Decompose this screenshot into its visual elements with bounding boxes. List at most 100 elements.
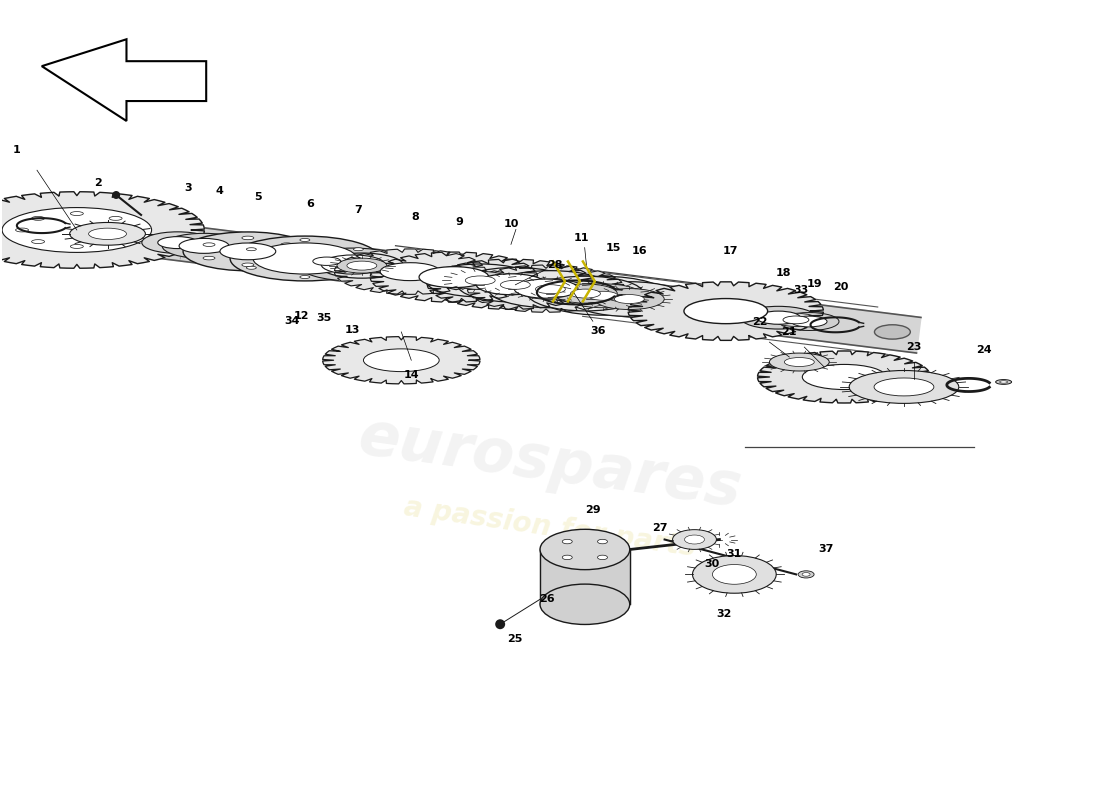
Text: 19: 19 (806, 278, 822, 289)
Text: 21: 21 (782, 327, 797, 337)
Text: 7: 7 (354, 205, 362, 214)
Ellipse shape (419, 266, 488, 287)
Ellipse shape (693, 555, 777, 594)
Text: 6: 6 (306, 198, 313, 209)
Text: 31: 31 (727, 550, 742, 559)
Text: 20: 20 (833, 282, 848, 292)
Ellipse shape (484, 275, 547, 294)
Ellipse shape (298, 248, 408, 281)
Text: 24: 24 (976, 345, 991, 355)
Ellipse shape (246, 266, 256, 270)
Text: 26: 26 (539, 594, 554, 604)
Ellipse shape (802, 573, 810, 576)
Polygon shape (540, 550, 629, 604)
Ellipse shape (1000, 381, 1008, 383)
Ellipse shape (353, 248, 363, 250)
Text: 37: 37 (818, 545, 834, 554)
Ellipse shape (301, 254, 352, 269)
Ellipse shape (363, 349, 439, 371)
Ellipse shape (615, 294, 645, 303)
Text: 9: 9 (455, 218, 463, 227)
Polygon shape (468, 265, 625, 312)
Text: 5: 5 (254, 191, 262, 202)
Ellipse shape (791, 316, 827, 327)
Text: 14: 14 (404, 370, 419, 380)
Text: 29: 29 (585, 505, 601, 514)
Ellipse shape (109, 217, 122, 220)
Polygon shape (427, 259, 595, 310)
Ellipse shape (672, 530, 716, 550)
Ellipse shape (162, 234, 246, 258)
Text: 25: 25 (507, 634, 522, 644)
Text: 2: 2 (95, 178, 102, 188)
Text: 11: 11 (574, 233, 590, 242)
Text: 33: 33 (793, 285, 808, 295)
Ellipse shape (32, 217, 45, 220)
Ellipse shape (321, 255, 385, 274)
Ellipse shape (514, 279, 578, 298)
Ellipse shape (183, 232, 312, 271)
Ellipse shape (802, 365, 886, 390)
Text: 10: 10 (503, 219, 518, 230)
Polygon shape (371, 252, 538, 302)
Ellipse shape (70, 245, 84, 248)
Ellipse shape (799, 571, 814, 578)
Ellipse shape (450, 271, 510, 290)
Ellipse shape (142, 232, 213, 254)
Ellipse shape (337, 258, 387, 273)
Polygon shape (322, 337, 480, 384)
Polygon shape (758, 351, 931, 403)
Text: 16: 16 (631, 246, 647, 256)
Ellipse shape (553, 284, 617, 303)
Polygon shape (40, 208, 921, 353)
Ellipse shape (465, 276, 495, 285)
Text: 30: 30 (705, 559, 720, 570)
Text: 32: 32 (717, 610, 733, 619)
Ellipse shape (874, 325, 911, 339)
Text: a passion for parts: a passion for parts (403, 493, 697, 562)
Polygon shape (628, 282, 824, 341)
Text: 35: 35 (317, 314, 332, 323)
Ellipse shape (280, 256, 293, 260)
Ellipse shape (109, 240, 122, 243)
Ellipse shape (757, 311, 801, 324)
Text: 18: 18 (776, 268, 791, 278)
Ellipse shape (516, 279, 584, 299)
Ellipse shape (458, 267, 573, 302)
Ellipse shape (381, 262, 440, 281)
Ellipse shape (242, 236, 254, 240)
Ellipse shape (740, 306, 816, 329)
Ellipse shape (562, 555, 572, 560)
Ellipse shape (204, 256, 214, 260)
Ellipse shape (597, 539, 607, 544)
Ellipse shape (69, 222, 145, 245)
Ellipse shape (538, 276, 668, 315)
Text: 13: 13 (344, 326, 360, 335)
Ellipse shape (571, 289, 601, 298)
Text: 27: 27 (652, 522, 668, 533)
Text: 15: 15 (605, 243, 620, 253)
Ellipse shape (849, 370, 959, 403)
Text: 17: 17 (723, 246, 738, 256)
Ellipse shape (220, 243, 276, 260)
Ellipse shape (563, 284, 642, 308)
Ellipse shape (353, 266, 363, 270)
Ellipse shape (996, 379, 1012, 384)
Text: 1: 1 (13, 146, 21, 155)
Text: 34: 34 (284, 316, 299, 326)
Ellipse shape (426, 264, 535, 297)
Ellipse shape (242, 263, 254, 266)
Ellipse shape (230, 236, 380, 281)
Ellipse shape (89, 228, 127, 239)
Ellipse shape (540, 530, 629, 570)
Ellipse shape (125, 228, 139, 232)
Ellipse shape (280, 243, 293, 246)
Ellipse shape (684, 298, 768, 324)
Text: 36: 36 (590, 326, 606, 336)
Ellipse shape (179, 238, 229, 254)
Ellipse shape (713, 565, 757, 584)
Ellipse shape (684, 535, 704, 544)
Ellipse shape (528, 276, 644, 311)
Circle shape (495, 619, 505, 630)
Ellipse shape (536, 285, 565, 294)
